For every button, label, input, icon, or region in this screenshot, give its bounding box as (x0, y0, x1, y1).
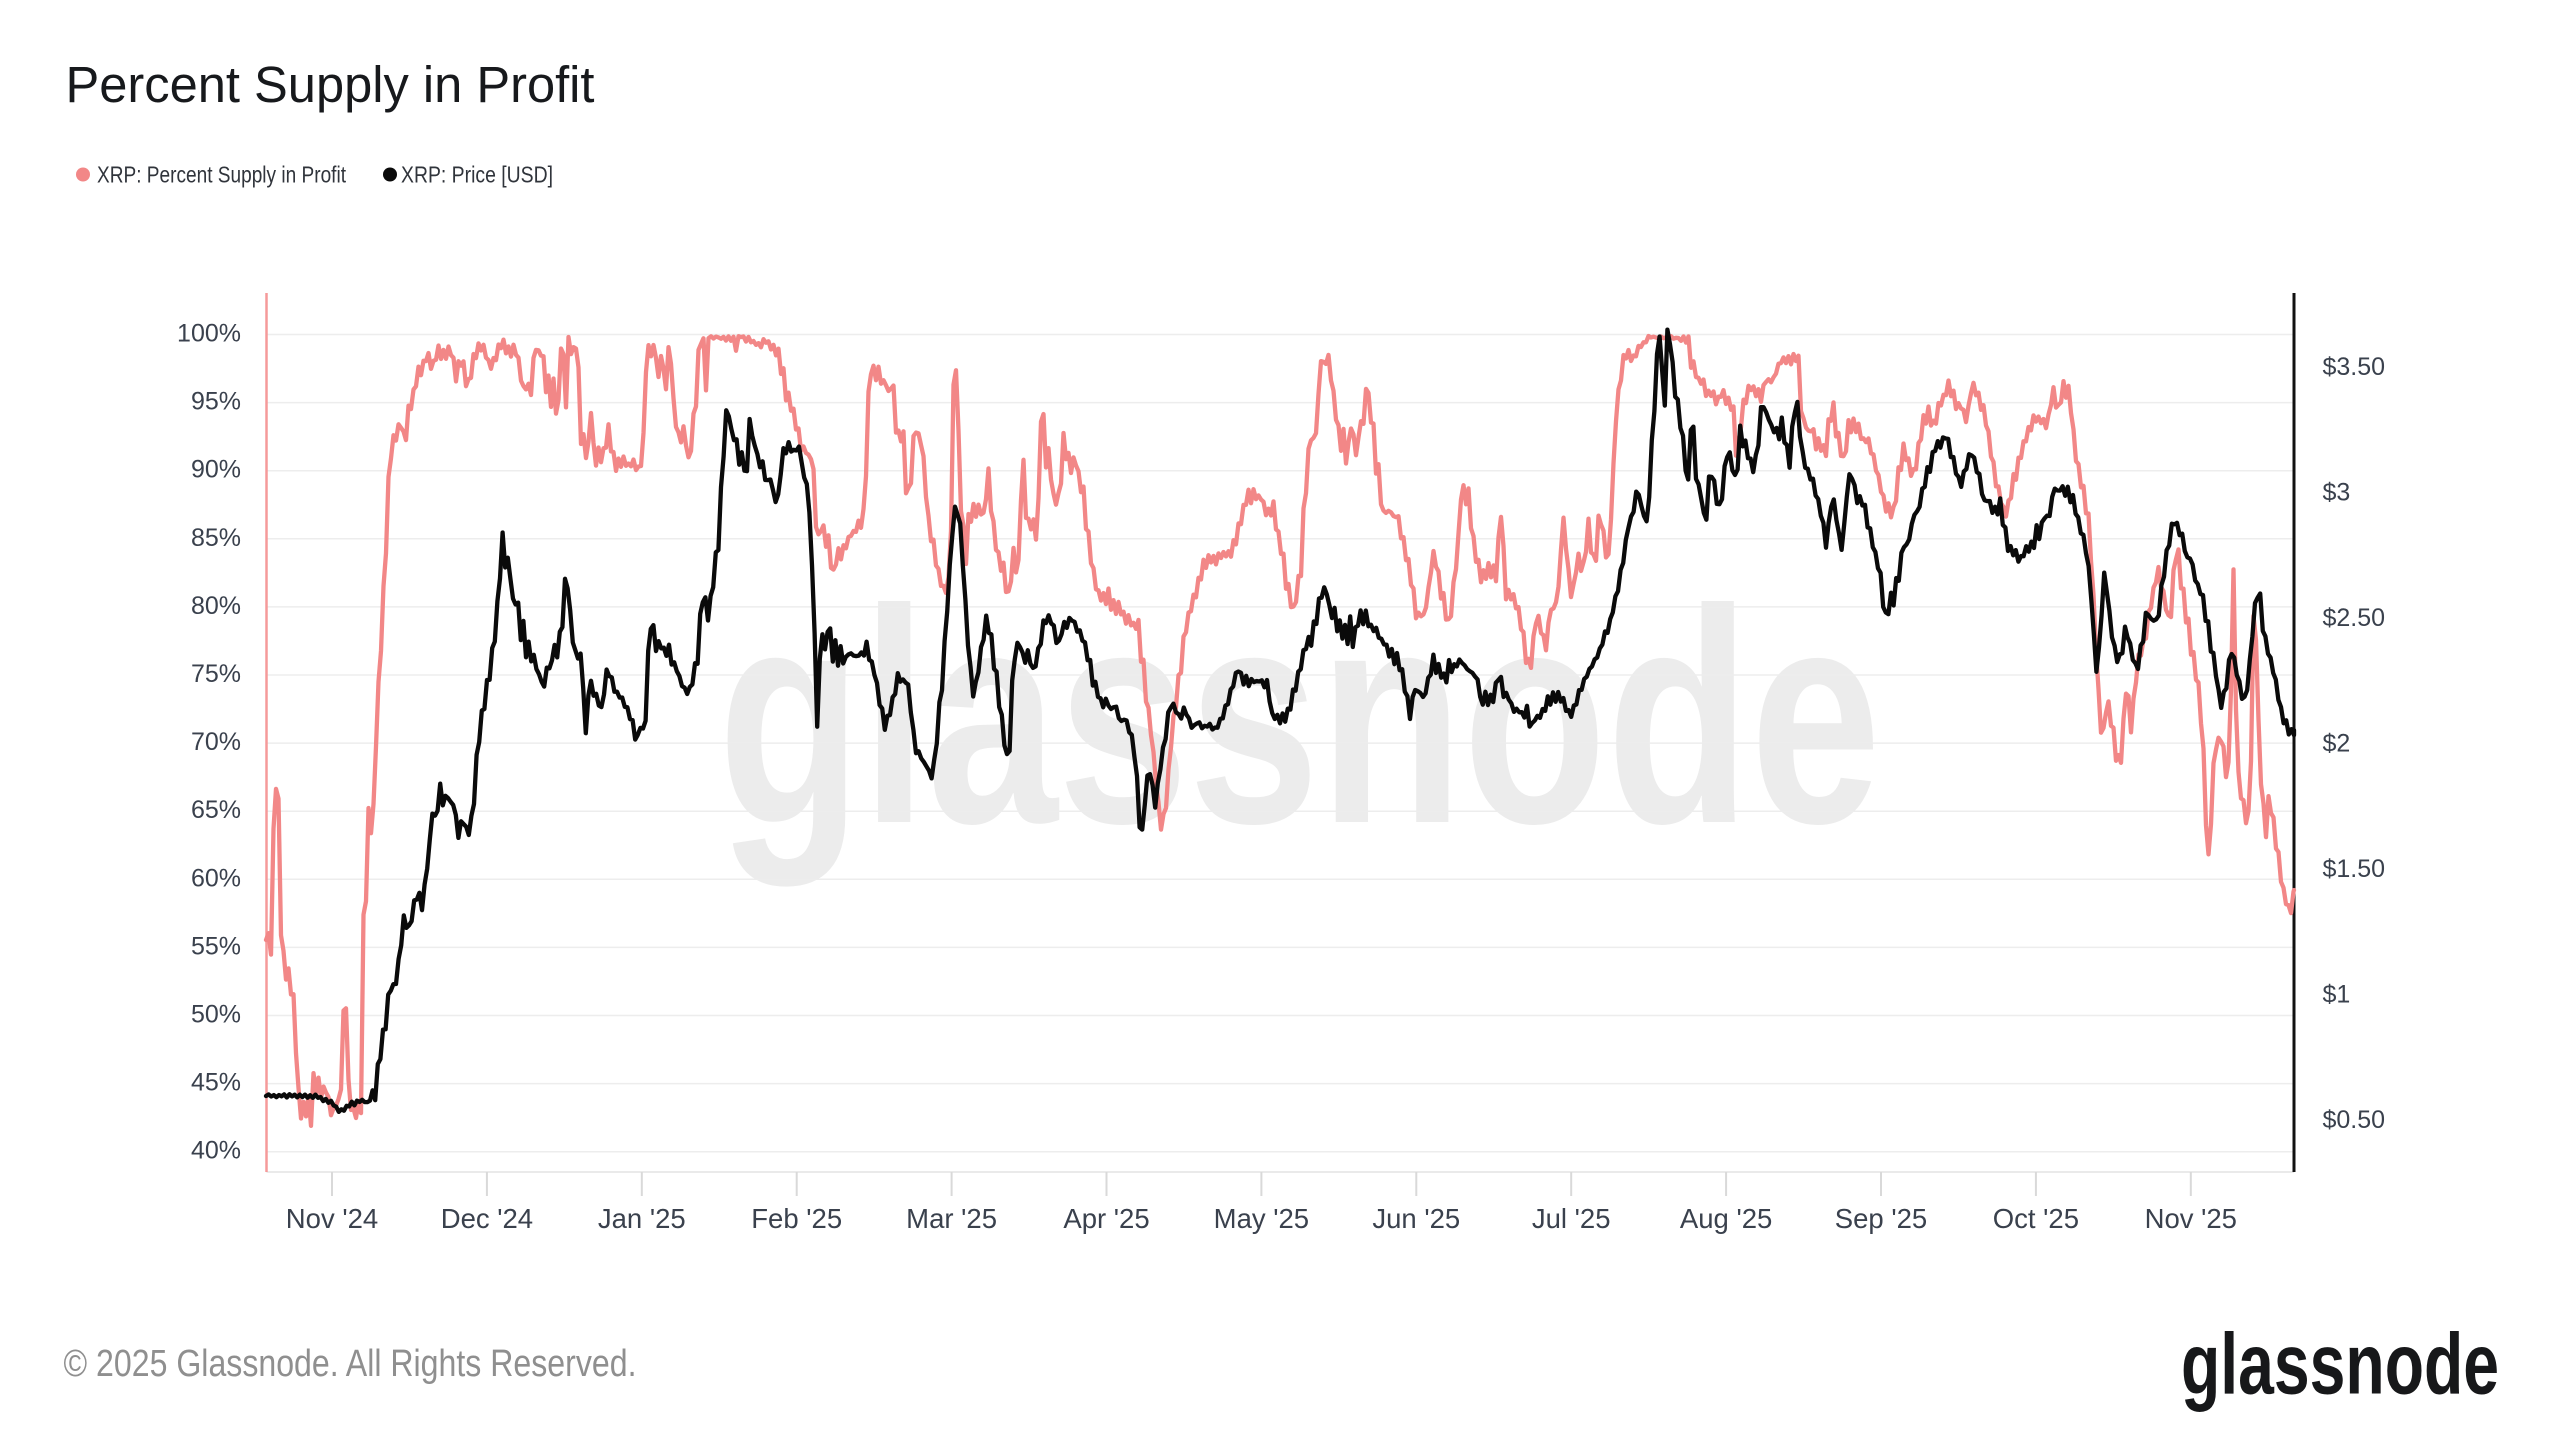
svg-text:75%: 75% (191, 660, 241, 688)
svg-text:Oct '25: Oct '25 (1993, 1203, 2079, 1234)
svg-text:Percent Supply in Profit: Percent Supply in Profit (66, 56, 595, 113)
svg-text:© 2025 Glassnode. All Rights R: © 2025 Glassnode. All Rights Reserved. (64, 1343, 637, 1385)
svg-text:95%: 95% (191, 388, 241, 416)
svg-text:90%: 90% (191, 456, 241, 484)
svg-text:May '25: May '25 (1214, 1203, 1309, 1234)
svg-text:Jun '25: Jun '25 (1372, 1203, 1460, 1234)
svg-text:$1: $1 (2323, 981, 2351, 1009)
svg-text:$2.50: $2.50 (2323, 604, 2386, 632)
svg-text:Aug '25: Aug '25 (1680, 1203, 1772, 1234)
svg-text:Sep '25: Sep '25 (1835, 1203, 1927, 1234)
svg-text:80%: 80% (191, 592, 241, 620)
svg-text:50%: 50% (191, 1001, 241, 1029)
svg-text:40%: 40% (191, 1137, 241, 1165)
svg-text:60%: 60% (191, 864, 241, 892)
svg-text:$0.50: $0.50 (2323, 1106, 2386, 1134)
svg-text:Apr '25: Apr '25 (1063, 1203, 1149, 1234)
svg-text:45%: 45% (191, 1069, 241, 1097)
svg-text:Nov '24: Nov '24 (286, 1203, 378, 1234)
svg-text:$3: $3 (2323, 479, 2351, 507)
svg-text:Dec '24: Dec '24 (441, 1203, 533, 1234)
svg-text:Nov '25: Nov '25 (2145, 1203, 2237, 1234)
svg-text:$1.50: $1.50 (2323, 855, 2386, 883)
svg-text:Jul '25: Jul '25 (1532, 1203, 1611, 1234)
svg-text:XRP: Percent Supply in Profit: XRP: Percent Supply in Profit (97, 162, 346, 188)
svg-text:$2: $2 (2323, 730, 2351, 758)
svg-text:65%: 65% (191, 796, 241, 824)
svg-text:100%: 100% (177, 320, 241, 348)
svg-text:85%: 85% (191, 524, 241, 552)
svg-text:Feb '25: Feb '25 (751, 1203, 842, 1234)
svg-text:55%: 55% (191, 932, 241, 960)
svg-text:70%: 70% (191, 728, 241, 756)
svg-text:glassnode: glassnode (2181, 1317, 2499, 1413)
svg-text:XRP: Price [USD]: XRP: Price [USD] (401, 162, 553, 188)
svg-text:$3.50: $3.50 (2323, 353, 2386, 381)
svg-text:Jan '25: Jan '25 (598, 1203, 686, 1234)
svg-text:Mar '25: Mar '25 (906, 1203, 997, 1234)
